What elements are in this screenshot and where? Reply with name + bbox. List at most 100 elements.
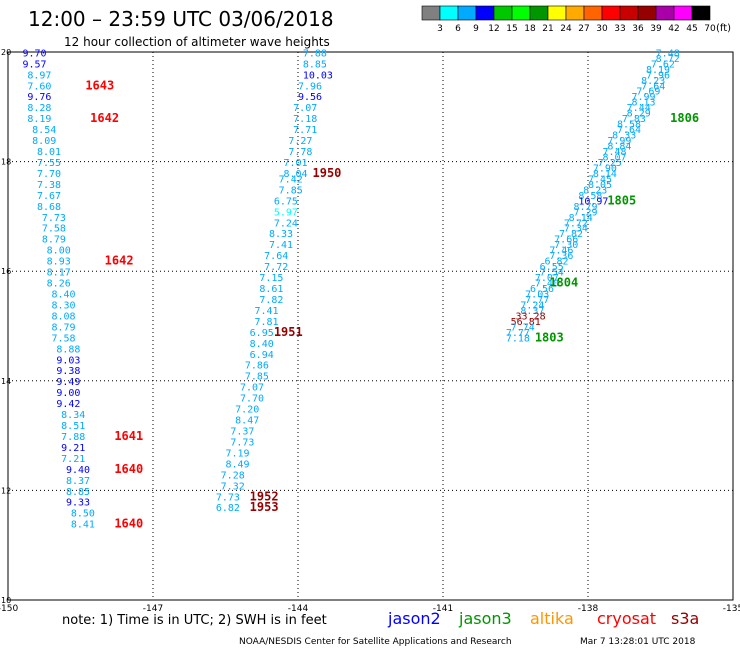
wave-height-label: 7.19: [226, 448, 250, 459]
wave-height-label: 8.79: [42, 235, 66, 246]
pass-time-label: 1642: [105, 254, 134, 268]
y-tick-label: 16: [1, 267, 11, 276]
x-tick-label: -144: [288, 604, 309, 614]
pass-time-labels: 1643 1642 1642 1641 1640 1640 1950 1951 19521953…: [85, 78, 699, 530]
y-tick-label: 20: [1, 48, 11, 57]
plot-frame: [7, 51, 734, 601]
wave-height-label: 8.14: [593, 169, 617, 180]
wave-height-label: 7.64: [264, 251, 288, 262]
pass-time-label: 1640: [114, 462, 143, 476]
wave-height-label: 8.68: [37, 202, 61, 213]
wave-height-label: 9.40: [66, 465, 90, 476]
wave-height-label: 7.73: [216, 492, 240, 503]
wave-height-label: 7.85: [279, 185, 303, 196]
wave-height-label: 7.01: [284, 158, 308, 169]
wave-height-label: 7.70: [37, 169, 61, 180]
wave-height-label: 7.60: [27, 81, 51, 92]
wave-height-label: 5.97: [274, 207, 298, 218]
wave-height-label: 7.62: [651, 59, 675, 70]
wave-height-label: 8.49: [226, 459, 250, 470]
y-tick-label: 10: [1, 596, 11, 605]
y-tick-label: 14: [1, 377, 11, 386]
wave-height-label: 7.41: [269, 240, 293, 251]
pass-time-label: 1642: [90, 111, 119, 125]
wave-height-label: 8.54: [32, 125, 56, 136]
chart-title: 12:00 – 23:59 UTC 03/06/2018: [28, 7, 334, 31]
wave-height-label: 8.05: [588, 180, 612, 191]
wave-height-label: 7.46: [549, 246, 573, 257]
wave-height-label: 7.73: [230, 437, 254, 448]
colorbar-swatch: [601, 5, 621, 21]
wave-height-label: 7.85: [245, 372, 269, 383]
wave-height-label: 6.94: [250, 350, 274, 361]
wave-height-label: 7.58: [42, 224, 66, 235]
wave-height-label: 8.23: [641, 76, 665, 87]
satellite-legend-jason3: jason3: [458, 609, 512, 628]
wave-height-label: 9.42: [56, 399, 80, 410]
wave-height-label: 7.88: [61, 432, 85, 443]
wave-height-label: 8.58: [617, 120, 641, 131]
colorbar-label: 3: [437, 24, 443, 34]
wave-height-label: 8.40: [250, 339, 274, 350]
wave-height-label: 7.15: [259, 273, 283, 284]
colorbar-swatch: [493, 5, 513, 21]
colorbar-swatch: [691, 5, 711, 21]
track-jason3: 7.888.8510.037.969.567.077.187.717.277.7…: [216, 48, 333, 514]
pass-time-label: 1805: [607, 193, 636, 207]
colorbar-swatch: [475, 5, 495, 21]
wave-height-label: 8.79: [52, 322, 76, 333]
wave-height-label: 7.28: [221, 470, 245, 481]
units-label: (ft): [716, 23, 731, 34]
wave-height-label: 9.70: [23, 48, 47, 59]
wave-height-label: 8.34: [61, 410, 85, 421]
colorbar-swatch: [655, 5, 675, 21]
wave-height-label: 8.88: [56, 344, 80, 355]
x-tick-label: -138: [578, 604, 599, 614]
pass-time-label: 1643: [85, 78, 114, 92]
wave-height-label: 8.28: [27, 103, 51, 114]
wave-height-label: 8.51: [61, 421, 85, 432]
wave-height-label: 7.37: [230, 427, 254, 438]
wave-height-label: 8.37: [520, 306, 544, 317]
y-tick-label: 12: [1, 486, 11, 495]
colorbar-label: 42: [668, 24, 679, 34]
wave-height-label: 8.13: [632, 98, 656, 109]
wave-height-label: 7.30: [554, 240, 578, 251]
wave-height-label: 7.55: [37, 158, 61, 169]
wave-height-label: 7.24: [274, 218, 298, 229]
wave-height-label: 7.42: [279, 174, 303, 185]
colorbar-label: 18: [524, 24, 536, 34]
colorbar-label: 39: [650, 24, 662, 34]
wave-height-label: 7.18: [506, 333, 530, 344]
colorbar-swatch: [637, 5, 657, 21]
colorbar-swatch: [547, 5, 567, 21]
chart-subtitle: 12 hour collection of altimeter wave hei…: [64, 35, 330, 49]
wave-height-label: 8.47: [235, 416, 259, 427]
wave-height-label: 7.83: [622, 114, 646, 125]
pass-time-label: 1640: [114, 517, 143, 531]
wave-height-label: 7.18: [293, 114, 317, 125]
colorbar-swatch: [421, 5, 441, 21]
colorbar-label: 24: [560, 24, 572, 34]
wave-height-label: 7.72: [264, 262, 288, 273]
wave-height-label: 7.41: [255, 306, 279, 317]
wave-height-label: 9.03: [56, 355, 80, 366]
wave-height-label: 8.58: [578, 191, 602, 202]
colorbar-swatch: [619, 5, 639, 21]
wave-height-label: 7.44: [627, 103, 651, 114]
wave-height-label: 7.40: [535, 279, 559, 290]
satellite-legend: jason2 jason3 altika cryosat s3a: [387, 609, 699, 628]
wave-height-label: 7.70: [240, 394, 264, 405]
colorbar-label: 27: [578, 24, 589, 34]
wave-height-label: 56.81: [511, 317, 541, 328]
wave-height-label: 7.86: [245, 361, 269, 372]
wave-height-label: 8.29: [627, 109, 651, 120]
satellite-legend-s3a: s3a: [671, 609, 699, 628]
wave-height-label: 9.21: [61, 443, 85, 454]
wave-height-label: 7.77: [506, 328, 530, 339]
wave-height-label: 8.37: [66, 476, 90, 487]
wave-height-label: 8.01: [37, 147, 61, 158]
colorbar-label: 36: [632, 24, 644, 34]
wave-height-label: 8.19: [27, 114, 51, 125]
